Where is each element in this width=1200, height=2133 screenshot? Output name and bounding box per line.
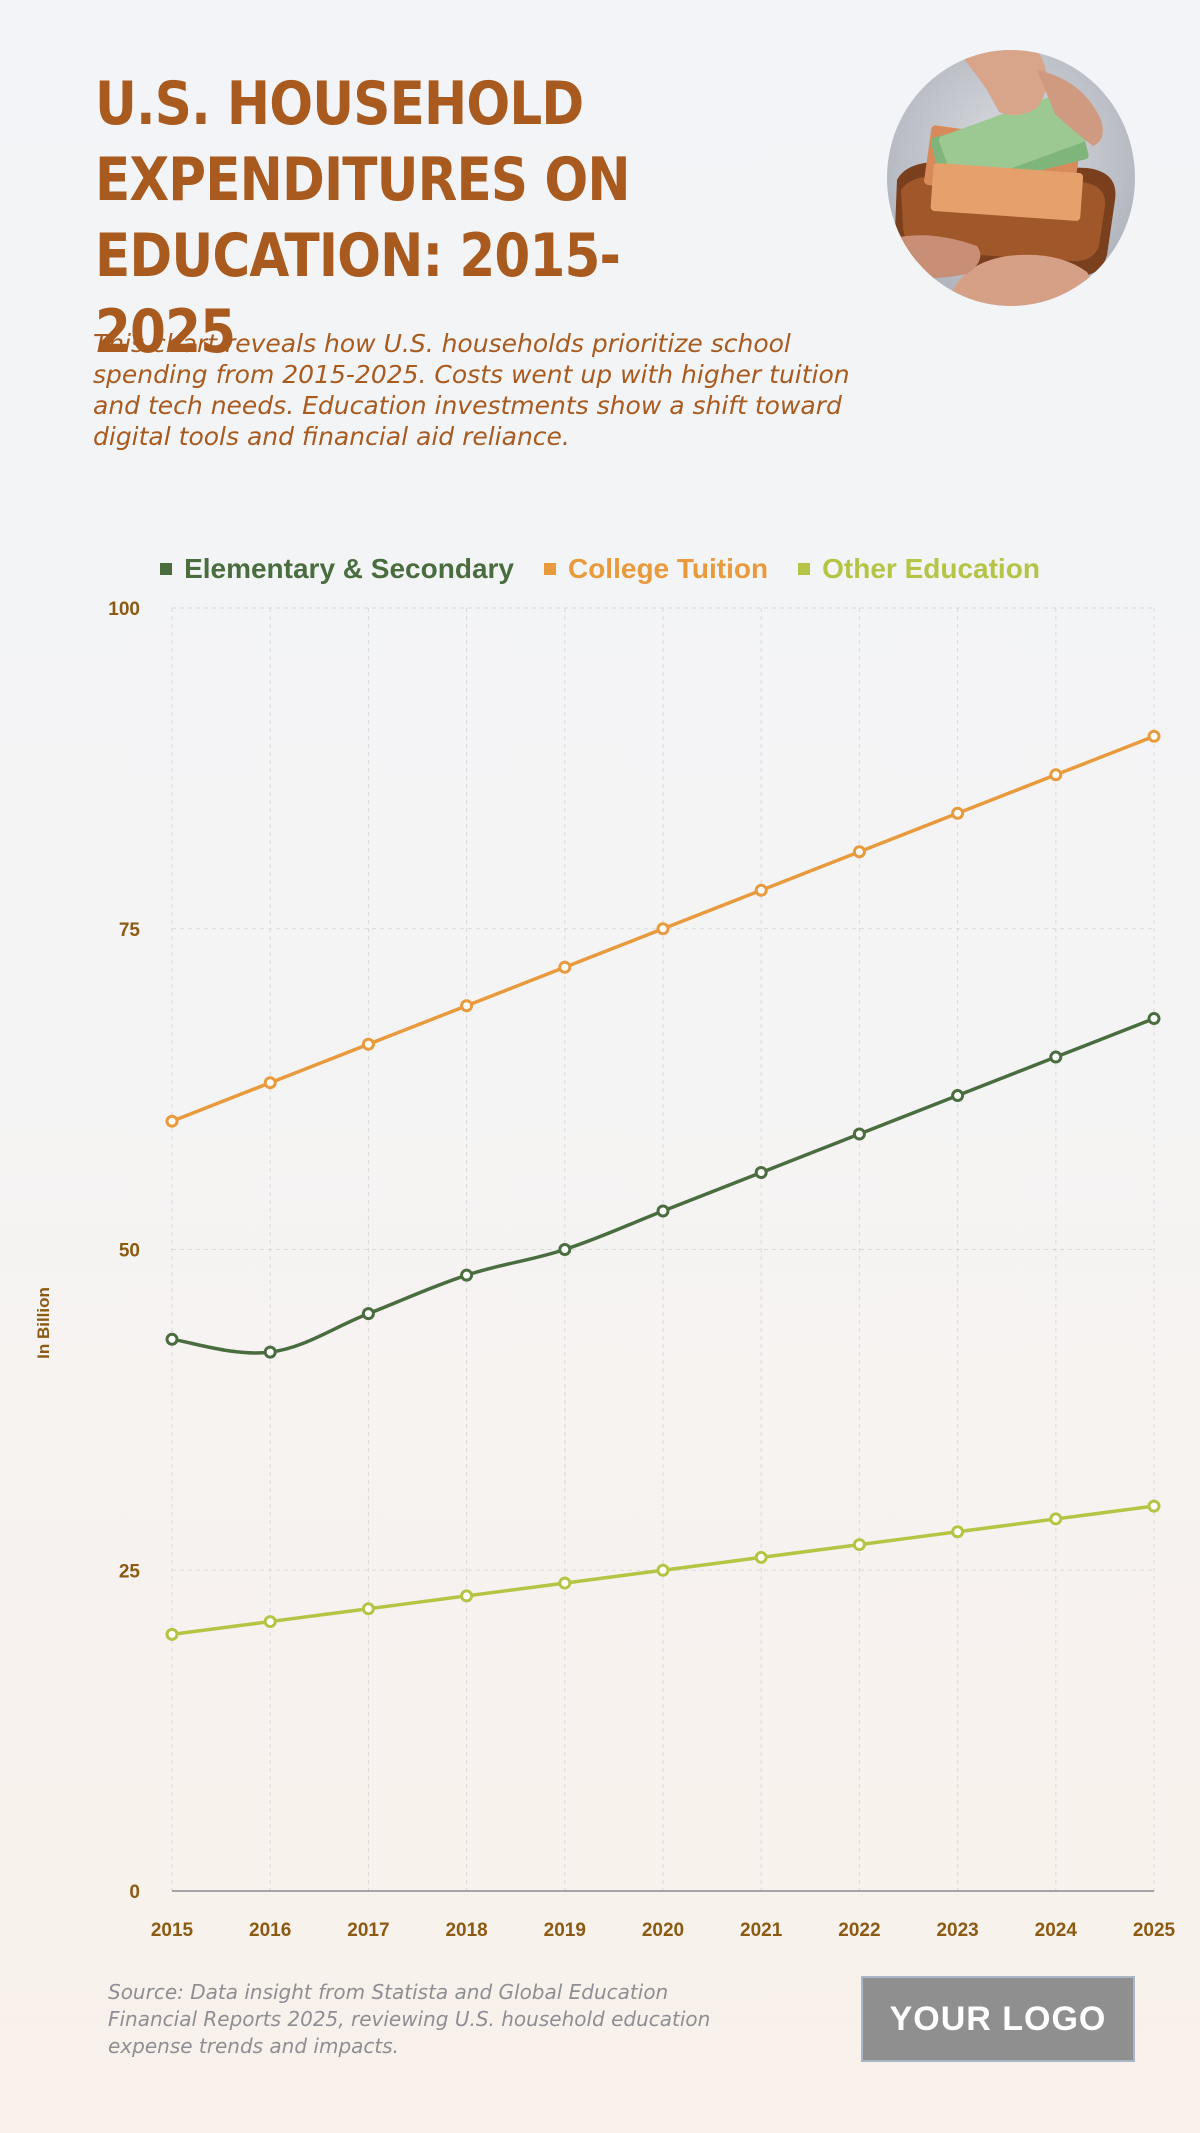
data-point-other-education — [361, 1602, 375, 1616]
x-tick-label: 2016 — [249, 1920, 291, 1941]
data-point-elementary-secondary — [165, 1332, 179, 1346]
data-point-other-education — [754, 1550, 768, 1564]
data-point-other-education — [558, 1576, 572, 1590]
data-point-elementary-secondary — [1147, 1012, 1161, 1026]
x-tick-label: 2018 — [445, 1920, 487, 1941]
logo-placeholder: YOUR LOGO — [861, 1976, 1135, 2062]
data-point-elementary-secondary — [460, 1268, 474, 1282]
legend-label-elementary-secondary: Elementary & Secondary — [184, 553, 514, 584]
data-point-elementary-secondary — [656, 1204, 670, 1218]
x-tick-label: 2017 — [347, 1920, 389, 1941]
chart-legend: Elementary & Secondary College Tuition O… — [0, 553, 1200, 585]
data-point-elementary-secondary — [754, 1166, 768, 1180]
data-point-college-tuition — [1147, 729, 1161, 743]
y-tick-label: 75 — [119, 920, 141, 941]
y-tick-label: 100 — [108, 599, 140, 620]
legend-swatch-other-education — [798, 563, 811, 575]
x-tick-label: 2020 — [642, 1920, 684, 1941]
legend-label-college-tuition: College Tuition — [567, 553, 769, 584]
x-tick-label: 2021 — [740, 1920, 783, 1941]
chart-series — [165, 729, 1161, 1641]
source-note: Source: Data insight from Statista and G… — [108, 1980, 711, 2058]
wallet-with-cash-icon — [887, 50, 1135, 306]
x-tick-label: 2019 — [544, 1920, 586, 1941]
y-tick-label: 0 — [129, 1882, 140, 1903]
chart-grid — [171, 607, 1155, 1891]
data-point-other-education — [852, 1538, 866, 1552]
data-point-college-tuition — [1049, 768, 1063, 782]
data-point-college-tuition — [558, 960, 572, 974]
legend-item-other-education: Other Education — [798, 553, 1040, 585]
data-point-college-tuition — [361, 1037, 375, 1051]
data-point-elementary-secondary — [558, 1243, 572, 1256]
data-point-college-tuition — [460, 999, 474, 1013]
data-point-college-tuition — [165, 1114, 179, 1128]
legend-swatch-college-tuition — [543, 563, 556, 575]
page-title: U.S. HOUSEHOLD EXPENDITURES ON EDUCATION… — [95, 69, 631, 367]
data-point-other-education — [951, 1525, 965, 1539]
data-point-other-education — [1147, 1499, 1161, 1513]
page-subtitle: This chart reveals how U.S. households p… — [93, 329, 850, 451]
legend-item-college-tuition: College Tuition — [543, 553, 769, 585]
x-tick-label: 2022 — [838, 1920, 880, 1941]
data-point-other-education — [656, 1563, 670, 1577]
x-tick-label: 2024 — [1035, 1920, 1078, 1941]
data-point-college-tuition — [852, 845, 866, 859]
data-point-other-education — [165, 1627, 179, 1641]
x-tick-label: 2023 — [936, 1920, 978, 1941]
chart-tick-labels: 0 25 50 75 100 2015 2016 2017 2018 2019 2020 2021 20… — [108, 599, 1175, 1941]
data-point-other-education — [460, 1589, 474, 1603]
legend-label-other-education: Other Education — [822, 553, 1040, 584]
data-point-college-tuition — [656, 922, 670, 936]
data-point-college-tuition — [951, 806, 965, 820]
x-tick-label: 2025 — [1133, 1920, 1176, 1941]
y-tick-label: 50 — [119, 1241, 140, 1262]
data-point-college-tuition — [754, 883, 768, 897]
data-point-college-tuition — [263, 1076, 277, 1090]
data-point-elementary-secondary — [263, 1345, 277, 1359]
legend-item-elementary-secondary: Elementary & Secondary — [160, 553, 514, 585]
data-point-other-education — [263, 1615, 277, 1629]
legend-swatch-elementary-secondary — [160, 563, 173, 575]
y-tick-label: 25 — [119, 1561, 141, 1582]
data-point-elementary-secondary — [852, 1127, 866, 1141]
data-point-elementary-secondary — [361, 1307, 375, 1321]
data-point-elementary-secondary — [1049, 1050, 1063, 1064]
x-tick-label: 2015 — [151, 1920, 194, 1941]
data-point-other-education — [1049, 1512, 1063, 1526]
data-point-elementary-secondary — [951, 1089, 965, 1103]
